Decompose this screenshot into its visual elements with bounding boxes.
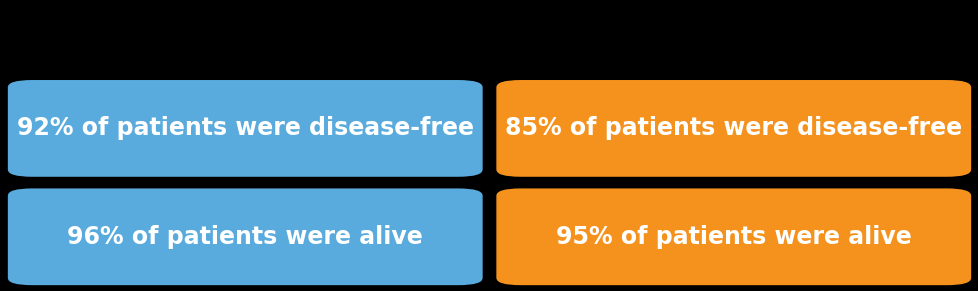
- Text: 92% of patients were disease-free: 92% of patients were disease-free: [17, 116, 473, 140]
- Text: 85% of patients were disease-free: 85% of patients were disease-free: [505, 116, 961, 140]
- FancyBboxPatch shape: [8, 189, 482, 285]
- Text: 95% of patients were alive: 95% of patients were alive: [556, 225, 911, 249]
- FancyBboxPatch shape: [496, 80, 970, 177]
- Text: 96% of patients were alive: 96% of patients were alive: [67, 225, 422, 249]
- FancyBboxPatch shape: [8, 80, 482, 177]
- FancyBboxPatch shape: [496, 189, 970, 285]
